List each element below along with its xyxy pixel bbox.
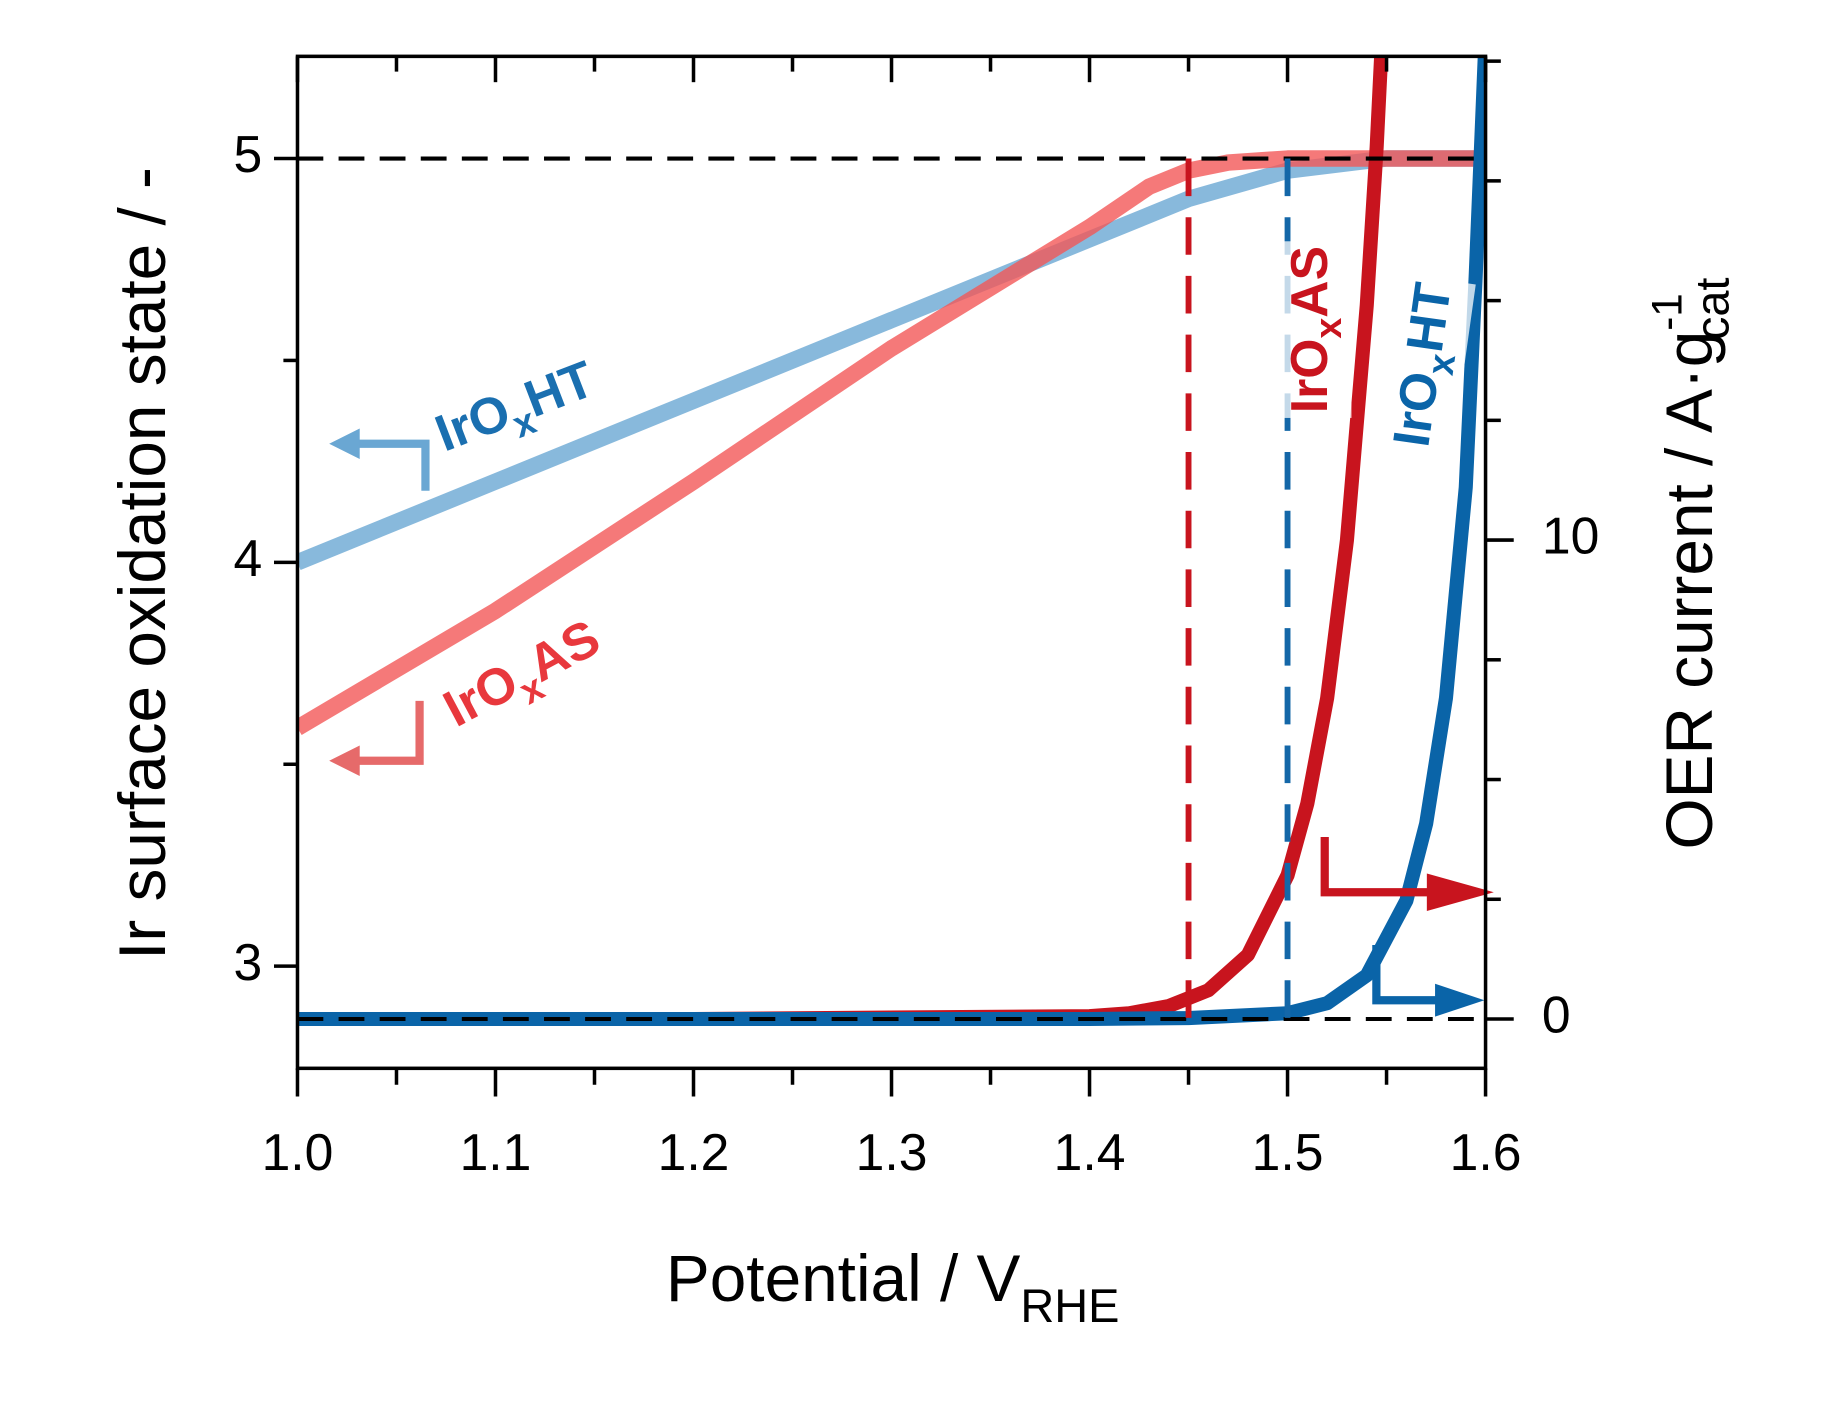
y2-tick-label: 0: [1542, 986, 1571, 1044]
annotation-text: IrOxHT: [1381, 279, 1472, 451]
annotation-part: IrO: [1280, 339, 1338, 414]
x-axis-title-main: Potential / V: [666, 1241, 1021, 1315]
x-tick-label: 1.0: [262, 1123, 334, 1181]
axis-arrows: [329, 428, 1494, 1017]
annotation-part: IrO: [427, 381, 517, 462]
annotation-backdrop: [1378, 274, 1476, 457]
arrow-head: [1435, 983, 1485, 1017]
annotation: IrOxHT: [1378, 274, 1476, 457]
arrow: [352, 700, 424, 765]
series-line: [297, 56, 1389, 1027]
y-tick-label: 4: [234, 529, 263, 587]
series-line: [297, 56, 1486, 1027]
annotation-backdrop: [1277, 241, 1352, 418]
x-axis-title: Potential / VRHE: [666, 1241, 1120, 1332]
x-tick-label: 1.6: [1450, 1123, 1522, 1181]
annotation: IrOxAS: [1277, 241, 1352, 418]
x-tick-label: 1.4: [1054, 1123, 1126, 1181]
y2-tick-label: 10: [1542, 507, 1599, 565]
y-axis-title: Ir surface oxidation state / -: [105, 167, 179, 960]
y2-axis-title-main: OER current / A·g: [1652, 331, 1726, 850]
x-tick-label: 1.5: [1252, 1123, 1324, 1181]
arrow: [1372, 945, 1443, 1005]
series-line: [297, 150, 1486, 735]
arrow-head: [1426, 873, 1494, 912]
x-tick-label: 1.3: [856, 1123, 928, 1181]
x-tick-label: 1.2: [658, 1123, 730, 1181]
y2-axis-title-sub: cat: [1686, 278, 1739, 341]
y2-axis-title: OER current / A·g-1cat: [1644, 278, 1739, 850]
annotation-text: IrOxAS: [1280, 246, 1349, 413]
annotation-part: x: [1307, 318, 1349, 339]
annotation-part: IrO: [434, 651, 527, 737]
y-tick-label: 5: [234, 125, 263, 183]
y-tick-label: 3: [234, 933, 263, 991]
x-axis-title-sub: RHE: [1020, 1279, 1119, 1332]
y2-axis-title-sup: -1: [1644, 293, 1691, 331]
arrow: [352, 439, 430, 491]
x-tick-label: 1.1: [460, 1123, 532, 1181]
arrow-head: [329, 428, 360, 460]
annotation-part: AS: [1280, 246, 1338, 318]
arrow: [1320, 837, 1433, 897]
arrow-head: [329, 745, 360, 777]
annotation-part: HT: [1395, 279, 1462, 355]
plot-frame: [295, 54, 1488, 1071]
annotation-part: IrO: [1381, 368, 1449, 450]
plot-layer: [297, 56, 1486, 1027]
